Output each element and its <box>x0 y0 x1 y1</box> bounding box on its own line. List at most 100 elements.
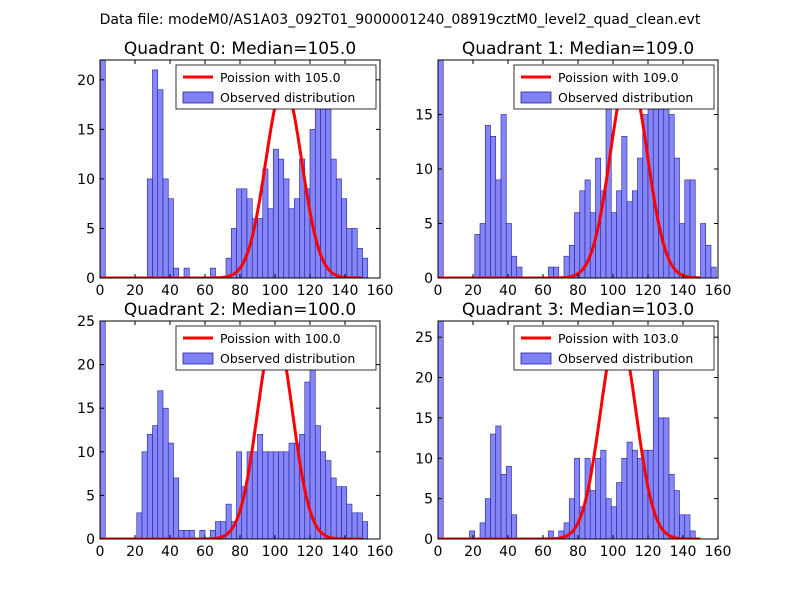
histogram-bar <box>320 89 327 278</box>
histogram-bar <box>563 255 570 278</box>
panel-title: Quadrant 3: Median=103.0 <box>462 300 694 320</box>
histogram-bar <box>356 512 363 539</box>
histogram-bar <box>600 449 607 539</box>
histogram-bar <box>505 466 512 539</box>
histogram-bar <box>341 198 348 278</box>
histogram-bar <box>673 157 680 278</box>
panels-container: Quadrant 0: Median=105.00 20 40 60 80 100 120 1… <box>77 39 731 560</box>
legend-observed-label: Observed distribution <box>558 90 693 105</box>
histogram-bar <box>495 425 502 539</box>
histogram-bar <box>684 514 691 539</box>
histogram-bar <box>267 208 274 278</box>
x-ticks: 0 20 40 60 80 100 120 140 160 <box>96 321 393 560</box>
poisson-curve <box>438 69 701 278</box>
histogram-bar <box>652 92 659 278</box>
histogram-bar <box>595 457 602 539</box>
y-tick-label: 5 <box>86 488 95 504</box>
legend-observed-swatch <box>520 352 552 365</box>
histogram-bars <box>100 321 369 539</box>
histogram-bar <box>668 474 675 539</box>
poisson-curve <box>438 327 701 539</box>
histogram-bar <box>293 198 300 278</box>
histogram-bar <box>272 148 279 278</box>
y-tick-label: 0 <box>86 271 95 287</box>
legend: Poission with 100.0 Observed distribution <box>175 325 377 371</box>
x-tick-label: 140 <box>670 544 697 560</box>
legend: Poission with 103.0 Observed distribution <box>513 325 715 371</box>
x-tick-label: 140 <box>332 283 359 299</box>
x-tick-label: 0 <box>434 283 443 299</box>
histogram-bar <box>335 178 342 278</box>
histogram-bar <box>658 417 665 539</box>
histogram-bar <box>605 103 612 278</box>
histogram-bar <box>325 99 332 278</box>
y-tick-label: 5 <box>424 492 433 508</box>
histogram-bar <box>257 434 264 539</box>
x-tick-label: 60 <box>534 544 552 560</box>
histogram-bar <box>199 529 206 539</box>
legend-observed-swatch <box>182 352 214 365</box>
histogram-bar <box>146 434 153 539</box>
histogram-bar <box>346 503 353 539</box>
y-ticks: 0 5 10 15 <box>415 108 718 287</box>
y-tick-label: 15 <box>415 411 433 427</box>
legend: Poission with 105.0 Observed distribution <box>175 64 377 110</box>
histogram-bar <box>621 136 628 278</box>
histogram-bar <box>631 190 638 278</box>
histogram-bar <box>626 201 633 278</box>
histogram-bar <box>479 223 486 278</box>
x-tick-label: 100 <box>262 544 289 560</box>
histogram-bar <box>553 266 560 278</box>
legend-poisson-label: Poission with 103.0 <box>558 331 679 346</box>
histogram-bar <box>616 190 623 278</box>
legend-observed-label: Observed distribution <box>558 351 693 366</box>
histogram-bar <box>479 522 486 539</box>
histogram-bar <box>700 223 707 278</box>
x-tick-label: 0 <box>434 544 443 560</box>
histogram-bar <box>330 158 337 278</box>
histogram-bar <box>162 178 169 278</box>
histogram-bar <box>589 490 596 539</box>
y-tick-label: 25 <box>415 330 433 346</box>
histogram-bar <box>283 178 290 278</box>
x-tick-label: 60 <box>196 283 214 299</box>
y-tick-label: 15 <box>415 108 433 124</box>
histogram-bar <box>621 457 628 539</box>
poisson-curve <box>100 327 363 539</box>
x-tick-label: 80 <box>569 544 587 560</box>
histogram-bar <box>100 321 106 539</box>
x-tick-label: 20 <box>464 544 482 560</box>
y-tick-label: 10 <box>77 445 95 461</box>
y-tick-label: 10 <box>415 162 433 178</box>
histogram-bar <box>262 451 269 539</box>
panel-title: Quadrant 2: Median=100.0 <box>124 300 356 320</box>
histogram-bar <box>351 512 358 539</box>
histogram-bar <box>288 442 295 539</box>
x-tick-label: 0 <box>96 544 105 560</box>
histogram-bar <box>547 266 554 278</box>
histogram-bar <box>616 482 623 539</box>
histogram-bar <box>251 451 258 539</box>
histogram-bar <box>351 228 358 278</box>
y-ticks: 0 5 10 15 20 25 <box>77 314 380 548</box>
quadrant-panel-0: Quadrant 0: Median=105.00 20 40 60 80 100 120 1… <box>77 39 393 299</box>
y-tick-label: 15 <box>77 122 95 138</box>
histogram-bar <box>356 247 363 278</box>
histogram-bar <box>500 114 507 278</box>
histogram-bar <box>325 460 332 539</box>
histogram-bar <box>663 417 670 539</box>
histogram-bar <box>484 125 491 278</box>
y-tick-label: 5 <box>86 221 95 237</box>
histogram-bar <box>141 451 148 539</box>
x-tick-label: 20 <box>464 283 482 299</box>
histogram-bar <box>495 179 502 278</box>
x-tick-label: 60 <box>196 544 214 560</box>
figure-suptitle: Data file: modeM0/AS1A03_092T01_90000012… <box>100 12 701 28</box>
histogram-bar <box>304 381 311 539</box>
y-tick-label: 5 <box>424 217 433 233</box>
histogram-bar <box>167 198 174 278</box>
histogram-bar <box>605 498 612 539</box>
x-ticks: 0 20 40 60 80 100 120 140 160 <box>434 60 731 299</box>
legend-poisson-label: Poission with 105.0 <box>220 70 341 85</box>
